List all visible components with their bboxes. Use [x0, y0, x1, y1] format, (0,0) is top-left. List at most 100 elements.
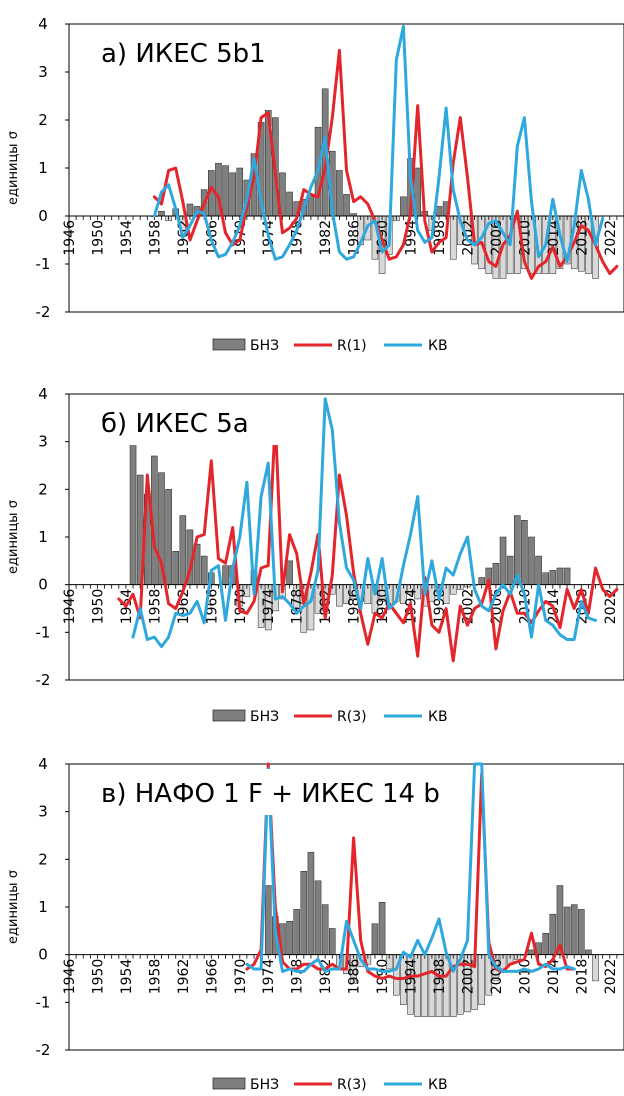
legend-label-bar: БНЗ [250, 338, 279, 354]
bar-БНЗ [321, 904, 329, 955]
y-tick-label: 2 [38, 111, 48, 129]
bar-БНЗ [549, 913, 557, 955]
y-tick-label: 2 [38, 850, 48, 868]
bar-БНЗ [328, 928, 336, 955]
y-axis-label: единицы σ [6, 500, 21, 574]
bar-БНЗ [549, 570, 557, 585]
bar-БНЗ [286, 191, 293, 217]
y-tick-label: 3 [38, 63, 48, 81]
bar-БНЗ [165, 489, 172, 585]
bar-БНЗ [542, 572, 550, 585]
series-line-КВ [245, 762, 576, 973]
x-tick-label: 1974 [261, 589, 277, 625]
legend-label-red: R(3) [337, 1077, 367, 1093]
x-tick-label: 1966 [204, 959, 220, 995]
bar-БНЗ [158, 210, 165, 217]
y-tick-label: -1 [36, 623, 51, 641]
bar-БНЗ [172, 551, 180, 585]
legend-swatch-bar [212, 1077, 246, 1090]
bar-БНЗ [563, 567, 571, 585]
bar-БНЗ [528, 949, 535, 955]
bar-БНЗ [236, 167, 244, 217]
series-line-КВ [152, 24, 605, 264]
y-tick-label: 0 [38, 207, 48, 225]
bar-БНЗ [222, 565, 229, 585]
x-tick-label: 1970 [233, 959, 249, 995]
bar-БНЗ [449, 215, 457, 260]
bar-БНЗ [521, 520, 528, 585]
bar-БНЗ [200, 555, 208, 585]
legend-label-blue: КВ [428, 338, 448, 354]
x-tick-label: 2022 [603, 589, 619, 625]
y-tick-label: 0 [38, 576, 48, 594]
legend-label-blue: КВ [428, 1077, 448, 1093]
bar-БНЗ [229, 172, 236, 217]
y-tick-label: -1 [36, 255, 51, 273]
bar-БНЗ [478, 954, 485, 1005]
x-tick-label: 1958 [147, 589, 163, 625]
chart-title: а) ИКЕС 5b1 [101, 39, 266, 69]
bar-БНЗ [336, 170, 343, 217]
x-tick-label: 1946 [62, 589, 78, 625]
x-tick-label: 1958 [147, 220, 163, 256]
bar-БНЗ [222, 165, 229, 217]
legend-swatch-bar [212, 709, 246, 722]
y-tick-label: 1 [38, 159, 48, 177]
bar-БНЗ [286, 560, 293, 585]
legend-label-blue: КВ [428, 709, 448, 725]
bar-БНЗ [186, 203, 194, 217]
y-tick-label: 4 [38, 755, 48, 773]
series-line-R(3) [117, 418, 619, 663]
y-axis-label: единицы σ [6, 870, 21, 944]
bar-БНЗ [421, 954, 429, 1017]
bar-БНЗ [179, 515, 187, 585]
x-tick-label: 1954 [119, 959, 135, 995]
bar-БНЗ [535, 555, 542, 585]
bar-БНЗ [499, 536, 507, 585]
legend-label-red: R(1) [337, 338, 367, 354]
x-tick-label: 1950 [90, 220, 106, 256]
chart-title: в) НАФО 1 F + ИКЕС 14 b [101, 779, 440, 809]
bar-БНЗ [371, 923, 379, 955]
legend: БНЗ R(1) КВ [212, 338, 448, 354]
bar-БНЗ [542, 932, 550, 955]
title-box [74, 399, 304, 445]
x-tick-label: 1946 [62, 959, 78, 995]
legend: БНЗ R(3) КВ [212, 1077, 448, 1093]
bar-БНЗ [264, 885, 272, 955]
bar-БНЗ [578, 909, 585, 955]
x-tick-label: 1978 [290, 220, 306, 256]
bar-БНЗ [378, 901, 386, 955]
x-tick-label: 1962 [176, 959, 192, 995]
x-tick-label: 2002 [460, 589, 476, 625]
bar-БНЗ [129, 443, 137, 585]
x-tick-label: 1954 [119, 220, 135, 256]
series-line-R(3) [245, 762, 576, 980]
x-tick-label: 2002 [460, 959, 476, 995]
x-tick-label: 2018 [574, 959, 590, 995]
legend-label-bar: БНЗ [250, 1077, 279, 1093]
bar-БНЗ [506, 555, 514, 585]
x-tick-label: 1986 [347, 959, 363, 995]
bar-БНЗ [556, 567, 564, 585]
x-tick-label: 1950 [90, 589, 106, 625]
bar-БНЗ [528, 536, 535, 585]
x-tick-label: 2022 [603, 959, 619, 995]
x-tick-label: 1946 [62, 220, 78, 256]
bar-БНЗ [293, 909, 300, 955]
legend-swatch-bar [212, 338, 246, 351]
y-tick-label: 4 [38, 385, 48, 403]
y-axis-label: единицы σ [6, 131, 21, 205]
bar-БНЗ [492, 562, 500, 585]
y-tick-label: 2 [38, 480, 48, 498]
x-tick-label: 1986 [347, 220, 363, 256]
title-box [74, 29, 304, 75]
bar-БНЗ [570, 904, 578, 955]
y-tick-label: 1 [38, 898, 48, 916]
y-tick-label: 3 [38, 803, 48, 821]
legend-label-red: R(3) [337, 709, 367, 725]
x-tick-label: 1990 [375, 959, 391, 995]
legend-label-bar: БНЗ [250, 709, 279, 725]
